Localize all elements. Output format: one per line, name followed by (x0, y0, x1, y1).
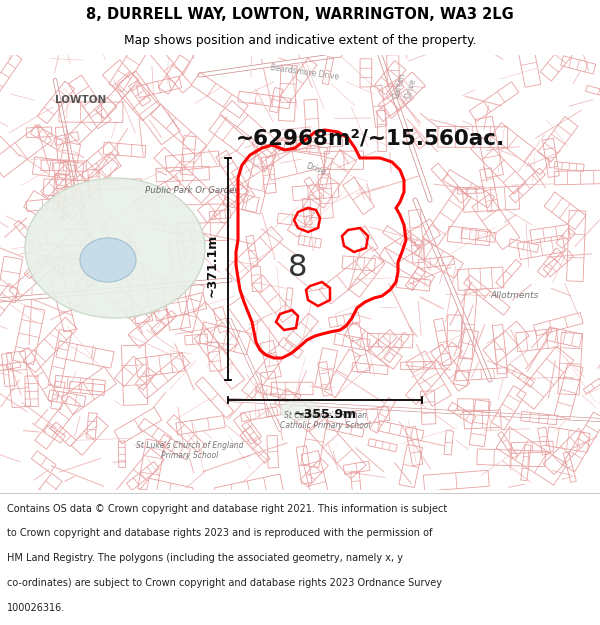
Text: St Luke's Church of England
Primary School: St Luke's Church of England Primary Scho… (136, 441, 244, 460)
Ellipse shape (25, 178, 205, 318)
Ellipse shape (280, 400, 320, 420)
Text: ~62968m²/~15.560ac.: ~62968m²/~15.560ac. (235, 128, 505, 148)
Ellipse shape (80, 238, 136, 282)
Text: to Crown copyright and database rights 2023 and is reproduced with the permissio: to Crown copyright and database rights 2… (7, 529, 433, 539)
Text: 8, DURRELL WAY, LOWTON, WARRINGTON, WA3 2LG: 8, DURRELL WAY, LOWTON, WARRINGTON, WA3 … (86, 8, 514, 22)
Text: co-ordinates) are subject to Crown copyright and database rights 2023 Ordnance S: co-ordinates) are subject to Crown copyr… (7, 578, 442, 588)
Text: LOWTON: LOWTON (55, 95, 106, 105)
Text: ~371.1m: ~371.1m (205, 233, 218, 297)
Text: Garton
Drive: Garton Drive (392, 71, 418, 102)
Text: Contains OS data © Crown copyright and database right 2021. This information is : Contains OS data © Crown copyright and d… (7, 504, 448, 514)
Text: Beardsmore Drive: Beardsmore Drive (270, 64, 340, 82)
Text: St Catherine's Roman
Catholic Primary School: St Catherine's Roman Catholic Primary Sc… (280, 411, 370, 430)
Text: Allotments: Allotments (490, 291, 538, 300)
Text: 100026316.: 100026316. (7, 603, 65, 613)
Text: Public Park Or Garden: Public Park Or Garden (145, 186, 240, 195)
Text: Map shows position and indicative extent of the property.: Map shows position and indicative extent… (124, 34, 476, 47)
Text: 8: 8 (288, 254, 308, 282)
Text: Drive: Drive (305, 161, 328, 177)
Text: ~355.9m: ~355.9m (293, 409, 356, 421)
Text: HM Land Registry. The polygons (including the associated geometry, namely x, y: HM Land Registry. The polygons (includin… (7, 554, 403, 564)
